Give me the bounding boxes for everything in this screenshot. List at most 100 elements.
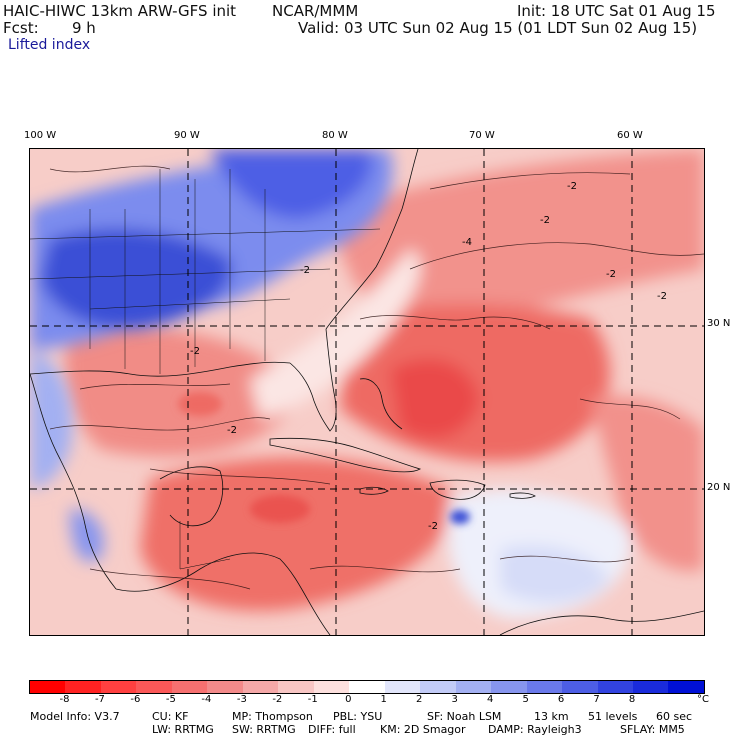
colorbar-swatch [562, 681, 598, 693]
valid-time: Valid: 03 UTC Sun 02 Aug 15 (01 LDT Sun … [298, 19, 698, 37]
coastlines [30, 149, 704, 635]
colorbar-swatch [242, 681, 279, 693]
contour-label: -2 [227, 425, 237, 436]
mexico-guatemala-border [179, 521, 231, 570]
colorbar-swatch [313, 681, 350, 693]
colorbar-swatch [65, 681, 101, 693]
unstable-spot-gulf [178, 392, 222, 416]
stable-mexico [70, 509, 104, 562]
colorbar-swatch [491, 681, 527, 693]
contour-1 [49, 165, 171, 173]
contour-8 [89, 568, 251, 590]
cuba-outline [269, 437, 421, 473]
colorbar-swatch [420, 681, 456, 693]
colorbar-tick-label: 8 [628, 694, 636, 705]
contour-label: -2 [657, 291, 667, 302]
footer-km: KM: 2D Smagor [380, 723, 466, 736]
unstable-spot-yucatan [250, 495, 310, 523]
yucatan-outline [159, 466, 224, 527]
lat-label-20n: 20 N [707, 482, 731, 493]
contour-7 [149, 468, 331, 485]
field-shading [64, 149, 704, 619]
colorbar-swatch [349, 681, 385, 693]
stable-northeast [210, 149, 372, 219]
map-canvas: -2 -2 -2 -2 -4 -2 -2 -2 -2 [30, 149, 704, 635]
contour-label: -2 [300, 265, 310, 276]
colorbar-tick-label: 6 [557, 694, 565, 705]
footer-dt: 60 sec [656, 710, 693, 723]
contour-10 [579, 398, 681, 420]
unstable-band-north [330, 149, 704, 339]
small-features [178, 392, 470, 524]
contour-2 [429, 172, 631, 190]
contour-label: -4 [462, 237, 472, 248]
colorbar-swatch [526, 681, 563, 693]
puerto-rico-outline [509, 492, 536, 499]
lon-label-100w: 100 W [24, 130, 57, 141]
colorbar-swatch [207, 681, 243, 693]
colorbar-tick-label: -3 [236, 694, 247, 705]
contour-5 [79, 383, 231, 390]
central-america-coast [115, 552, 331, 635]
colorbar-swatch [30, 681, 66, 693]
stable-hispaniola-spot [450, 510, 470, 524]
footer-sw: SW: RRTMG [232, 723, 296, 736]
colorbar-tick-label: -8 [59, 694, 70, 705]
field-name: Lifted index [8, 37, 91, 53]
hispaniola-outline [429, 479, 486, 500]
colorbar-swatch [632, 681, 669, 693]
gulf-coast [30, 361, 291, 377]
footer-lw: LW: RRTMG [152, 723, 214, 736]
bahamas-outline [359, 378, 403, 430]
colorbar-swatch [597, 681, 633, 693]
unstable-east-band [590, 396, 704, 571]
colorbar-swatch [278, 681, 314, 693]
colorbar-tick-label: -7 [94, 694, 105, 705]
stable-region-conus [30, 149, 393, 562]
graticule [30, 149, 704, 635]
border-8 [30, 228, 381, 240]
colorbar-swatch [136, 681, 172, 693]
colorbar-tick-label: -2 [272, 694, 283, 705]
unstable-core-bahamas [390, 359, 480, 439]
footer-res: 13 km [534, 710, 569, 723]
contour-11 [309, 565, 461, 573]
contour-label: -2 [190, 346, 200, 357]
colorbar-tick-label: -4 [201, 694, 212, 705]
fcst-label: Fcst: [3, 19, 39, 37]
footer-sflay: SFLAY: MM5 [620, 723, 685, 736]
footer-damp: DAMP: Rayleigh3 [488, 723, 582, 736]
colorbar [29, 680, 705, 694]
footer-diff: DIFF: full [308, 723, 356, 736]
east-coast [325, 149, 419, 330]
colorbar-swatch [100, 681, 137, 693]
colorbar-tick-label: 7 [593, 694, 600, 705]
footer-cu: CU: KF [152, 710, 189, 723]
colorbar-unit: °C [697, 694, 709, 705]
colorbar-swatch [455, 681, 492, 693]
border-9 [89, 298, 291, 310]
colorbar-tick-label: 2 [416, 694, 423, 705]
colorbar-tick-label: -1 [307, 694, 318, 705]
stable-lightblue-se [500, 545, 610, 603]
colorbar-tick-label: -5 [165, 694, 176, 705]
footer-model-info: Model Info: V3.7 [30, 710, 120, 723]
lon-label-90w: 90 W [174, 130, 200, 141]
fcst-value: 9 h [72, 19, 96, 37]
colorbar-swatch [668, 681, 704, 693]
contour-9 [499, 555, 631, 563]
colorbar-tick-label: 3 [451, 694, 458, 705]
contour-label: -2 [428, 521, 438, 532]
south-america-coast [499, 610, 704, 635]
footer-mp: MP: Thompson [232, 710, 313, 723]
init-time: Init: 18 UTC Sat 01 Aug 15 [517, 2, 716, 20]
model-title: HAIC-HIWC 13km ARW-GFS init [3, 2, 237, 20]
neutral-diagonal [250, 249, 421, 419]
colorbar-swatch [171, 681, 208, 693]
contour-label: -2 [606, 269, 616, 280]
contour-4 [359, 315, 551, 330]
footer-levels: 51 levels [588, 710, 638, 723]
lon-label-70w: 70 W [469, 130, 495, 141]
border-7 [30, 268, 331, 280]
footer-sf: SF: Noah LSM [427, 710, 502, 723]
